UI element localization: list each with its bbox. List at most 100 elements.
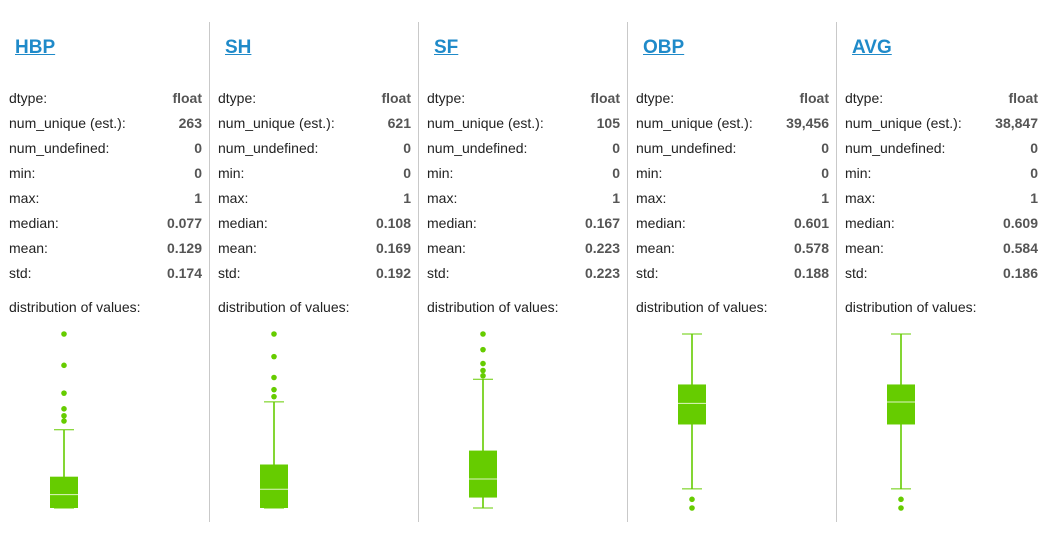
distribution-label: distribution of values: [9,299,141,315]
stat-value: 0.584 [1002,240,1038,256]
stat-label: min: [845,165,872,181]
stat-value: 263 [178,115,202,131]
stat-row-std: std: 0.223 [427,263,620,283]
stat-row-std: std: 0.186 [845,263,1038,283]
boxplot-chart [260,331,288,509]
column-title-link[interactable]: HBP [15,37,56,58]
boxplot-chart [678,333,706,511]
stat-row-min: min: 0 [427,163,620,183]
stat-value: float [172,90,202,106]
stat-value: 0 [194,140,202,156]
stat-label: num_undefined: [427,140,528,156]
boxplot-chart [887,333,915,511]
stat-row-num-unique: num_unique (est.): 38,847 [845,113,1038,133]
stat-label: max: [636,190,667,206]
column-title-link[interactable]: AVG [852,37,892,58]
stat-label: dtype: [427,90,466,106]
stat-row-dtype: dtype: float [9,88,202,108]
boxplot-chart [469,331,497,509]
stat-value: 0 [1030,140,1038,156]
iqr-box [260,464,288,508]
stat-row-max: max: 1 [9,188,202,208]
stat-row-median: median: 0.077 [9,213,202,233]
stat-label: mean: [427,240,466,256]
stat-row-median: median: 0.601 [636,213,829,233]
stat-label: max: [9,190,40,206]
stat-row-dtype: dtype: float [636,88,829,108]
stat-value: 0 [403,140,411,156]
stat-label: max: [427,190,458,206]
stat-label: median: [427,215,477,231]
iqr-box [469,450,497,498]
stat-row-min: min: 0 [9,163,202,183]
stat-row-mean: mean: 0.223 [427,238,620,258]
stat-row-mean: mean: 0.578 [636,238,829,258]
stat-value: 1 [821,190,829,206]
stat-value: 0.192 [375,265,411,281]
stat-label: min: [636,165,663,181]
stat-label: num_undefined: [9,140,110,156]
stat-label: std: [427,265,450,281]
stat-label: num_unique (est.): [218,115,335,131]
stat-label: dtype: [218,90,257,106]
stat-row-max: max: 1 [845,188,1038,208]
stat-row-num-unique: num_unique (est.): 105 [427,113,620,133]
distribution-label: distribution of values: [636,299,768,315]
stat-row-min: min: 0 [636,163,829,183]
iqr-box [50,476,78,508]
column-card-obp: OBP dtype: float num_unique (est.): 39,456… [627,22,836,522]
iqr-box [887,384,915,425]
outlier-point [61,418,67,424]
outlier-point [271,331,277,337]
stat-label: mean: [845,240,884,256]
stat-value: 0.609 [1002,215,1038,231]
outlier-point [61,362,67,369]
outlier-point [480,372,486,379]
stat-label: max: [218,190,249,206]
stat-label: mean: [636,240,675,256]
stat-value: 0.186 [1002,265,1038,281]
stat-value: 0.578 [793,240,829,256]
iqr-box [678,384,706,425]
stat-value: 105 [596,115,620,131]
stat-row-num-unique: num_unique (est.): 39,456 [636,113,829,133]
stat-value: float [381,90,411,106]
stat-label: max: [845,190,876,206]
stat-value: 0.167 [584,215,620,231]
stat-label: std: [636,265,659,281]
outlier-point [271,393,277,400]
stat-row-max: max: 1 [218,188,411,208]
column-card-sh: SH dtype: float num_unique (est.): 621 num… [209,22,418,522]
stat-row-num-undefined: num_undefined: 0 [218,138,411,158]
outlier-point [480,367,486,374]
stat-value: 0 [403,165,411,181]
stat-row-num-undefined: num_undefined: 0 [845,138,1038,158]
column-title-link[interactable]: SH [225,37,252,58]
stat-value: 39,456 [786,115,829,131]
stat-value: 0 [612,165,620,181]
stat-label: std: [9,265,32,281]
stat-label: num_unique (est.): [845,115,962,131]
stat-label: median: [218,215,268,231]
column-card-hbp: HBP dtype: float num_unique (est.): 263 nu… [0,22,209,522]
stat-label: mean: [218,240,257,256]
stat-value: 0.077 [166,215,202,231]
stat-row-num-undefined: num_undefined: 0 [636,138,829,158]
column-card-avg: AVG dtype: float num_unique (est.): 38,847… [836,22,1045,522]
outlier-point [689,496,695,503]
outlier-point [271,386,277,393]
stat-row-max: max: 1 [427,188,620,208]
stat-label: num_unique (est.): [427,115,544,131]
outlier-point [689,505,695,511]
column-title-link[interactable]: SF [434,37,459,58]
stat-label: dtype: [636,90,675,106]
stat-row-num-unique: num_unique (est.): 263 [9,113,202,133]
column-summary-grid: HBP dtype: float num_unique (est.): 263 nu… [0,22,1045,522]
stat-label: dtype: [845,90,884,106]
stat-row-dtype: dtype: float [845,88,1038,108]
column-title-link[interactable]: OBP [643,37,685,58]
stat-value: 0.223 [584,240,620,256]
stat-value: 0 [194,165,202,181]
outlier-point [480,360,486,367]
stat-label: mean: [9,240,48,256]
